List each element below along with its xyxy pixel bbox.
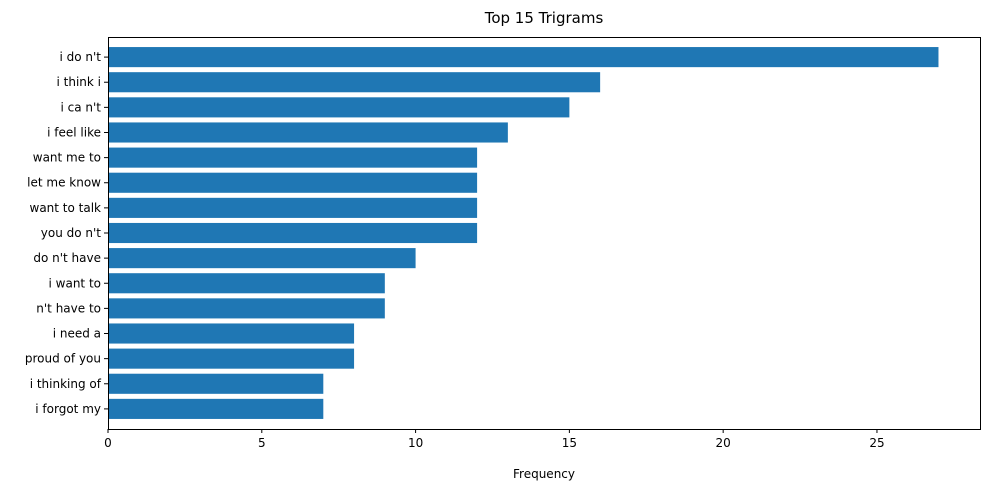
x-axis-label: Frequency: [513, 467, 575, 481]
bar: [108, 348, 355, 369]
bar: [108, 72, 601, 93]
y-tick-label: i feel like: [47, 125, 101, 139]
x-tick-label: 10: [408, 436, 423, 450]
x-tick-label: 15: [562, 436, 577, 450]
y-axis: i do n't i think i i ca n't i feel like want…: [25, 50, 108, 416]
plot-frame: [108, 37, 981, 430]
bar: [108, 172, 478, 193]
y-tick-label: n't have to: [36, 301, 101, 315]
bar: [108, 147, 478, 168]
chart-title: Top 15 Trigrams: [484, 9, 604, 27]
y-tick-label: you do n't: [41, 226, 102, 240]
y-tick-label: i do n't: [59, 50, 101, 64]
y-tick-label: let me know: [27, 176, 101, 190]
bar: [108, 197, 478, 218]
bar: [108, 47, 939, 68]
x-tick-label: 0: [104, 436, 112, 450]
x-tick-label: 20: [716, 436, 731, 450]
bar: [108, 323, 355, 344]
y-tick-label: proud of you: [25, 352, 101, 366]
bar: [108, 298, 385, 319]
bars-group: [108, 47, 939, 419]
bar: [108, 97, 570, 118]
y-tick-label: i want to: [49, 276, 102, 290]
x-tick-label: 5: [258, 436, 266, 450]
y-tick-label: i think i: [57, 75, 102, 89]
bar: [108, 122, 508, 143]
y-tick-label: i forgot my: [35, 402, 101, 416]
y-tick-label: i need a: [53, 327, 101, 341]
bar: [108, 373, 324, 394]
x-axis: 0 5 10 15 20 25: [104, 429, 885, 450]
bar: [108, 248, 416, 269]
y-tick-label: i ca n't: [60, 100, 101, 114]
y-tick-label: want to talk: [30, 201, 102, 215]
y-tick-label: do n't have: [33, 251, 101, 265]
bar: [108, 222, 478, 244]
bar: [108, 398, 324, 419]
bar: [108, 273, 385, 294]
y-tick-label: want me to: [33, 151, 101, 165]
y-tick-label: i thinking of: [30, 377, 102, 391]
x-tick-label: 25: [869, 436, 884, 450]
